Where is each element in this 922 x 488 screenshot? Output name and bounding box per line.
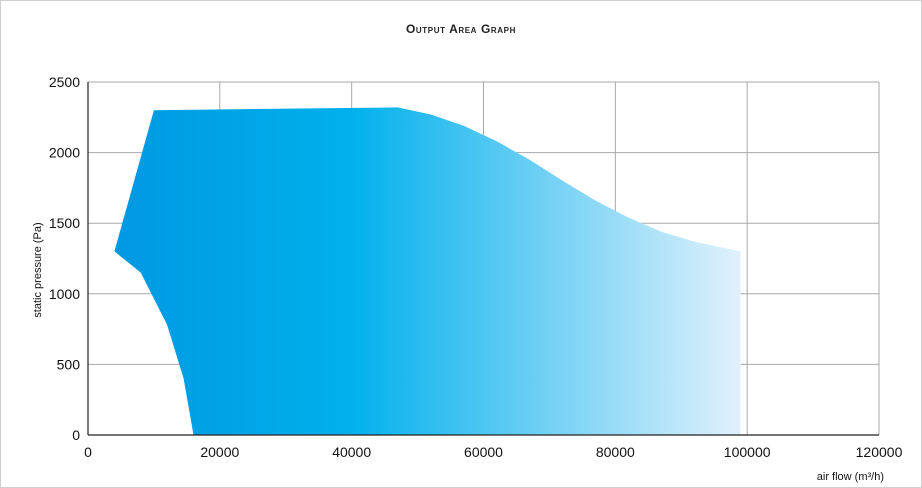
x-tick-label: 80000 <box>596 444 635 460</box>
x-tick-label: 20000 <box>200 444 239 460</box>
x-tick-label: 100000 <box>724 444 771 460</box>
y-tick-label: 500 <box>57 356 81 372</box>
tick-labels: 0 20000 40000 60000 80000 100000 120000 0 500 100… <box>49 74 903 460</box>
chart-title: Output Area Graph <box>406 22 516 36</box>
output-area <box>114 107 741 436</box>
x-tick-label: 120000 <box>856 444 903 460</box>
y-axis-label: static pressure (Pa) <box>32 222 44 317</box>
x-tick-label: 60000 <box>464 444 503 460</box>
y-tick-label: 1000 <box>49 286 80 302</box>
x-tick-label: 40000 <box>332 444 371 460</box>
axes <box>87 82 879 436</box>
x-axis-label: air flow (m³/h) <box>817 471 884 483</box>
y-tick-label: 1500 <box>49 215 80 231</box>
y-tick-label: 2500 <box>49 74 80 90</box>
x-tick-label: 0 <box>84 444 92 460</box>
y-tick-label: 0 <box>72 427 80 443</box>
y-tick-label: 2000 <box>49 145 80 161</box>
